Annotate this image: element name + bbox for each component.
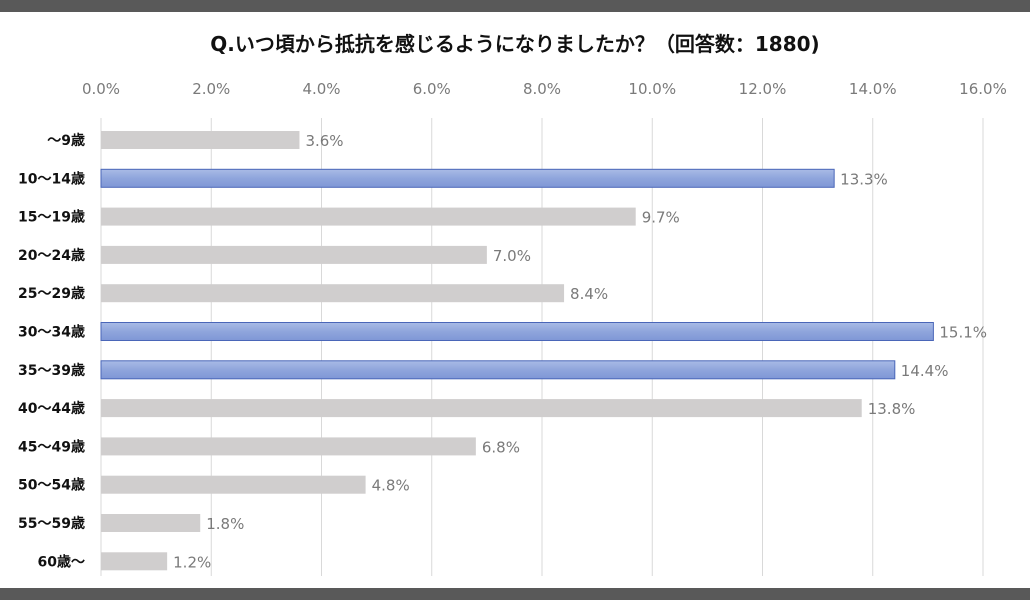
data-label: 13.8% [868,400,916,418]
data-label: 13.3% [840,170,888,188]
category-label: 35〜39歳 [18,362,85,379]
chart-title: Q.いつ頃から抵抗を感じるようになりましたか？（回答数：1880) [210,32,820,56]
bar [101,514,201,532]
data-label: 14.4% [901,362,949,380]
bar [101,245,487,264]
category-label: 50〜54歳 [18,477,85,494]
bar-chart: 0.0% 2.0% 4.0% 6.0% 8.0% 10.0% 12.0% 14.0% 16.0%… [18,80,1007,576]
x-tick-label: 10.0% [628,80,676,98]
data-label: 1.8% [206,515,244,533]
data-label: 6.8% [482,438,520,456]
x-tick-label: 16.0% [959,80,1007,98]
bar [101,207,636,226]
category-label: 10〜14歳 [18,170,85,187]
x-tick-label: 8.0% [523,80,561,98]
data-label: 3.6% [305,132,343,150]
bar [100,168,835,188]
category-label: 40〜44歳 [18,400,85,417]
x-tick-label: 14.0% [849,80,897,98]
category-label: 30〜34歳 [18,324,85,341]
data-label: 9.7% [642,209,680,227]
bar [100,322,934,341]
bar [101,552,168,571]
category-label: 60歳〜 [38,553,85,570]
x-tick-label: 6.0% [413,80,451,98]
data-label: 8.4% [570,285,608,303]
x-tick-label: 2.0% [192,80,230,98]
data-label: 7.0% [493,247,531,265]
bar [101,437,476,456]
category-label: 20〜24歳 [18,247,85,264]
category-label: 〜9歳 [47,132,85,149]
data-label: 4.8% [372,477,410,495]
x-tick-label: 0.0% [82,80,120,98]
x-tick-label: 12.0% [739,80,787,98]
chart-panel: Q.いつ頃から抵抗を感じるようになりましたか？（回答数：1880) 0.0% 2.… [0,12,1030,588]
category-label: 25〜29歳 [18,285,85,302]
bar [101,475,366,494]
data-label: 15.1% [939,324,987,342]
category-label: 45〜49歳 [18,438,85,455]
category-label: 15〜19歳 [18,209,85,226]
bar [101,131,300,149]
x-tick-label: 4.0% [302,80,340,98]
bar [101,399,862,418]
category-label: 55〜59歳 [18,515,85,532]
bar [101,284,565,303]
bar [100,360,896,380]
data-label: 1.2% [173,553,211,571]
